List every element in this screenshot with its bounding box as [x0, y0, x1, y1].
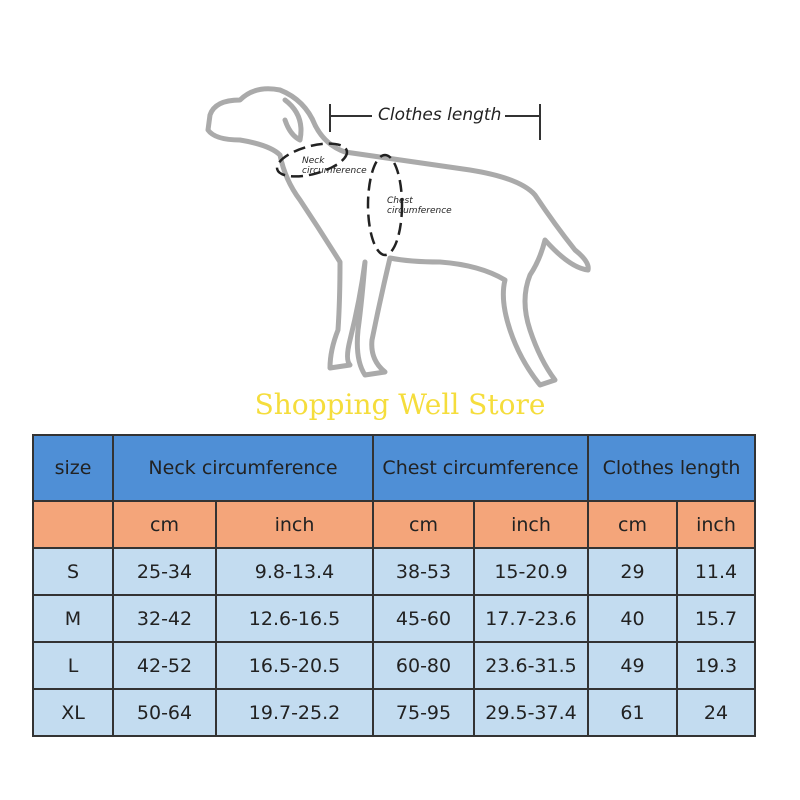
neck-label: Neck circumference: [302, 156, 367, 176]
table-row: L 42-52 16.5-20.5 60-80 23.6-31.5 49 19.3: [32, 641, 757, 690]
data-cell: 40: [587, 594, 678, 643]
table-row: cm inch cm inch cm inch: [32, 500, 757, 549]
data-cell: 61: [587, 688, 678, 737]
data-cell: 12.6-16.5: [215, 594, 374, 643]
data-cell: 15-20.9: [473, 547, 589, 596]
data-cell: M: [32, 594, 114, 643]
data-cell: XL: [32, 688, 114, 737]
table-row: size Neck circumference Chest circumferenc…: [32, 434, 757, 502]
data-cell: 29: [587, 547, 678, 596]
size-table: size Neck circumference Chest circumferenc…: [32, 434, 757, 737]
data-cell: 9.8-13.4: [215, 547, 374, 596]
table-row: XL 50-64 19.7-25.2 75-95 29.5-37.4 61 24: [32, 688, 757, 737]
data-cell: 19.3: [675, 641, 757, 690]
data-cell: 38-53: [372, 547, 475, 596]
data-cell: 19.7-25.2: [215, 688, 374, 737]
data-cell: 24: [675, 688, 757, 737]
header-cell: Clothes length: [586, 434, 757, 502]
clothes-length-label: Clothes length: [378, 105, 502, 125]
table-row: S 25-34 9.8-13.4 38-53 15-20.9 29 11.4: [32, 547, 757, 596]
header-cell: size: [32, 434, 114, 502]
unit-cell: cm: [372, 500, 475, 549]
unit-cell: inch: [215, 500, 374, 549]
unit-cell: inch: [675, 500, 757, 549]
data-cell: 42-52: [112, 641, 217, 690]
chest-label: Chest circumference: [387, 196, 452, 216]
unit-cell: inch: [473, 500, 589, 549]
data-cell: 45-60: [372, 594, 475, 643]
data-cell: 60-80: [372, 641, 475, 690]
data-cell: 11.4: [675, 547, 757, 596]
data-cell: L: [32, 641, 114, 690]
header-cell: Neck circumference: [112, 434, 374, 502]
unit-cell: [32, 500, 114, 549]
data-cell: 29.5-37.4: [473, 688, 589, 737]
unit-cell: cm: [587, 500, 678, 549]
data-cell: 16.5-20.5: [215, 641, 374, 690]
data-cell: 17.7-23.6: [473, 594, 589, 643]
data-cell: 25-34: [112, 547, 217, 596]
table-row: M 32-42 12.6-16.5 45-60 17.7-23.6 40 15.7: [32, 594, 757, 643]
data-cell: 32-42: [112, 594, 217, 643]
data-cell: S: [32, 547, 114, 596]
dog-diagram: [205, 86, 591, 388]
unit-cell: cm: [112, 500, 217, 549]
watermark: Shopping Well Store: [254, 388, 546, 421]
data-cell: 75-95: [372, 688, 475, 737]
data-cell: 50-64: [112, 688, 217, 737]
data-cell: 23.6-31.5: [473, 641, 589, 690]
header-cell: Chest circumference: [372, 434, 589, 502]
data-cell: 49: [587, 641, 678, 690]
data-cell: 15.7: [675, 594, 757, 643]
